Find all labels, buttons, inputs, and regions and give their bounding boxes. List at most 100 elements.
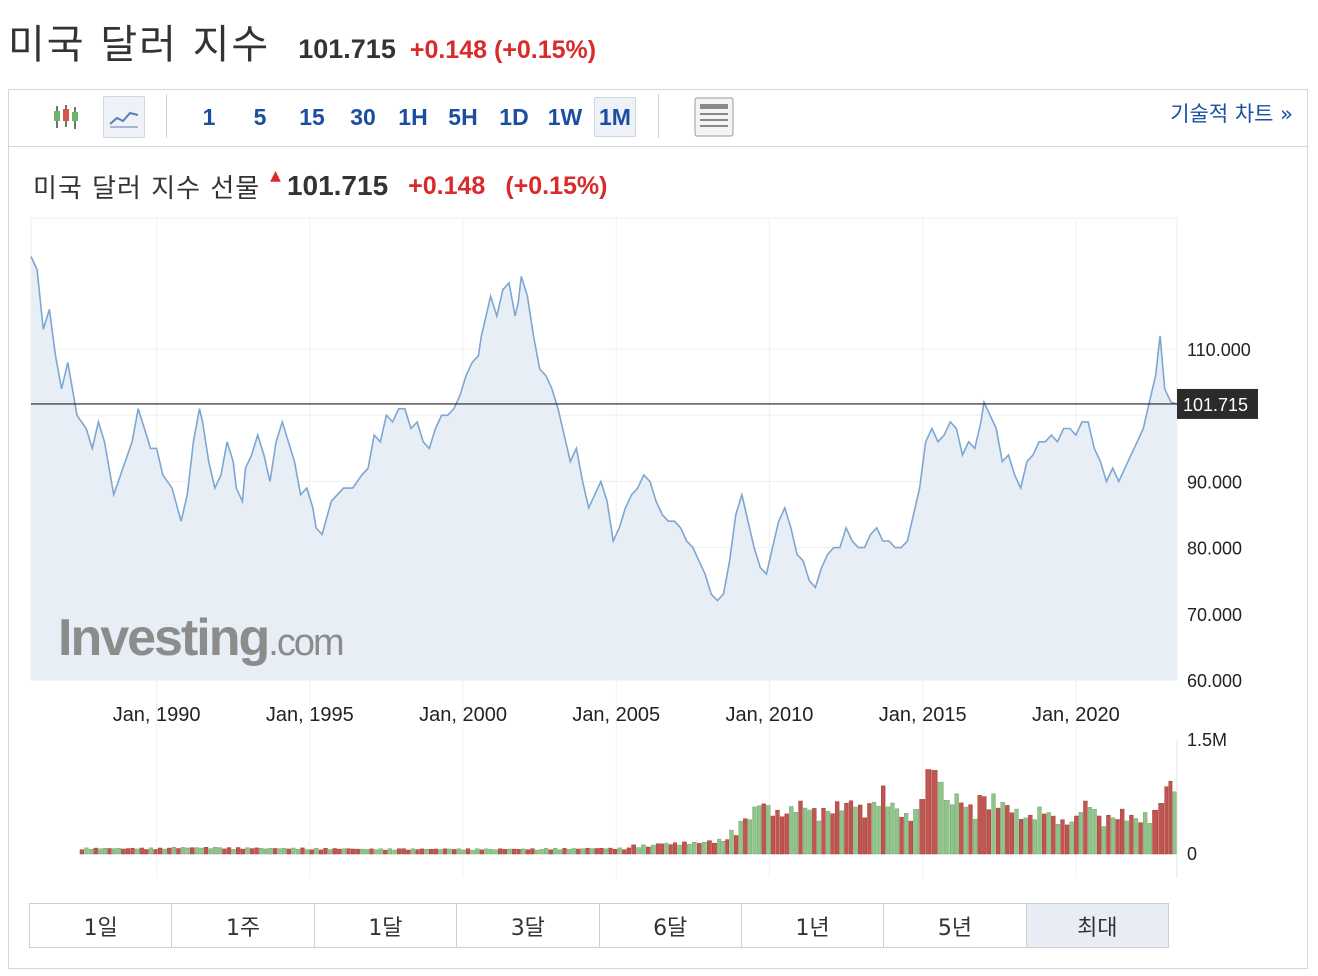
volume-bar — [1138, 822, 1143, 855]
range-button[interactable]: 최대 — [1026, 904, 1168, 947]
volume-bar — [691, 842, 697, 855]
volume-bar — [180, 847, 186, 855]
data-table-icon[interactable] — [693, 96, 735, 138]
y-tick-label: 110.000 — [1187, 340, 1251, 360]
volume-bar — [1115, 819, 1120, 855]
volume-bar — [190, 847, 195, 855]
technical-chart-link[interactable]: 기술적 차트 » — [1170, 102, 1293, 126]
volume-bar — [738, 820, 743, 855]
volume-bar — [452, 849, 457, 855]
volume-bar — [332, 848, 337, 855]
volume-bar — [612, 849, 618, 855]
volume-bar — [963, 806, 969, 855]
volume-bar — [1046, 812, 1051, 855]
toolbar-divider — [658, 94, 659, 138]
volume-bar — [733, 835, 739, 855]
volume-bar — [789, 806, 794, 855]
interval-5[interactable]: 5 — [253, 103, 267, 130]
volume-bar — [401, 848, 406, 855]
volume-bar — [717, 838, 721, 855]
interval-1w[interactable]: 1W — [547, 103, 583, 130]
last-price: 101.715 — [298, 34, 396, 64]
volume-bar — [599, 848, 604, 855]
interval-1h[interactable]: 1H — [398, 103, 428, 130]
range-button[interactable]: 1주 — [172, 904, 315, 947]
price-chart[interactable]: 110.000 90.000 80.000 70.000 60.000 Jan, 199… — [0, 0, 1318, 900]
volume-bar — [557, 849, 563, 855]
volume-bar — [696, 843, 702, 855]
volume-bar — [798, 800, 803, 855]
volume-bar — [456, 848, 461, 855]
volume-bar — [406, 849, 411, 855]
x-tick-label: Jan, 1990 — [113, 704, 201, 726]
range-button[interactable]: 1년 — [741, 904, 885, 947]
volume-bar — [203, 847, 209, 855]
range-button[interactable]: 1달 — [314, 904, 458, 947]
x-tick-label: Jan, 2000 — [419, 704, 507, 726]
volume-bar — [144, 849, 149, 855]
interval-1[interactable]: 1 — [202, 103, 216, 130]
volume-tick-label: 1.5M — [1187, 730, 1227, 750]
interval-30[interactable]: 30 — [350, 103, 376, 130]
volume-bar — [107, 848, 112, 855]
volume-bar — [904, 813, 909, 855]
volume-bar — [784, 813, 789, 855]
volume-bar — [346, 848, 351, 855]
last-price-marker-label: 101.715 — [1183, 395, 1248, 415]
volume-bar — [543, 848, 549, 855]
volume-bar — [185, 847, 190, 855]
volume-bar — [1005, 805, 1010, 855]
volume-bar — [396, 848, 402, 855]
volume-bars — [79, 740, 1178, 878]
volume-bar — [589, 848, 595, 855]
volume-bar — [309, 849, 314, 855]
volume-bar — [502, 849, 507, 855]
interval-1m[interactable]: 1M — [594, 97, 636, 137]
x-tick-label: Jan, 1995 — [266, 704, 354, 726]
volume-bar — [1172, 791, 1177, 855]
volume-bar — [1087, 807, 1093, 855]
volume-bar — [341, 848, 347, 855]
volume-bar — [534, 849, 540, 855]
candlestick-icon[interactable] — [45, 96, 87, 138]
volume-bar — [199, 847, 204, 855]
volume-bar — [415, 849, 420, 855]
interval-15[interactable]: 15 — [299, 103, 325, 130]
range-button[interactable]: 6달 — [599, 904, 742, 947]
range-button[interactable]: 5년 — [884, 904, 1027, 947]
price-line — [30, 256, 1178, 602]
volume-bar — [121, 848, 126, 855]
volume-tick-label: 0 — [1187, 844, 1197, 864]
line-chart-icon[interactable] — [103, 96, 145, 138]
volume-bar — [775, 809, 780, 855]
volume-bar — [295, 849, 301, 855]
volume-bar — [304, 849, 310, 855]
volume-bar — [383, 849, 388, 855]
volume-bar — [488, 849, 494, 855]
volume-bar — [300, 847, 305, 855]
volume-bar — [881, 785, 886, 855]
volume-bar — [1041, 813, 1047, 855]
volume-bar — [756, 805, 762, 855]
volume-bar — [673, 842, 678, 855]
volume-bar — [111, 848, 117, 855]
y-tick-label: 60.000 — [1187, 671, 1242, 691]
volume-bar — [594, 848, 599, 855]
volume-bar — [835, 801, 840, 855]
interval-5h[interactable]: 5H — [448, 103, 478, 130]
volume-bar — [1060, 819, 1065, 855]
volume-bar — [1106, 814, 1111, 855]
volume-bar — [350, 848, 356, 855]
volume-bar — [424, 849, 429, 855]
volume-bar — [821, 807, 826, 855]
range-button[interactable]: 3달 — [457, 904, 600, 947]
volume-bar — [725, 839, 730, 855]
interval-1d[interactable]: 1D — [499, 103, 529, 130]
chart-panel: 1 5 15 30 1H 5H 1D 1W 1M 기술적 차트 » 미국 달러 … — [8, 89, 1308, 969]
volume-bar — [766, 805, 771, 855]
volume-bar — [701, 841, 707, 855]
range-button[interactable]: 1일 — [30, 904, 173, 947]
volume-bar — [1064, 824, 1070, 855]
volume-bar — [972, 818, 978, 855]
volume-bar — [1083, 800, 1088, 855]
